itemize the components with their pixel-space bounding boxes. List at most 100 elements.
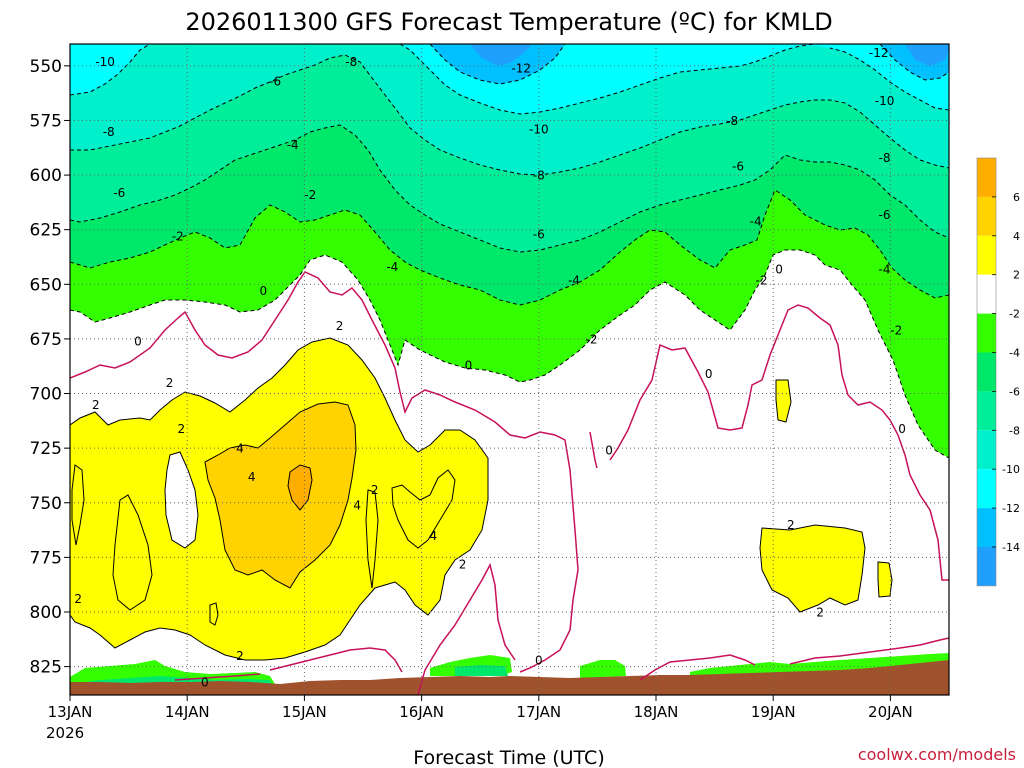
- contour-label: -2: [890, 324, 902, 338]
- colorbar-frame: [976, 157, 997, 587]
- contour-label: 2: [787, 518, 795, 532]
- y-tick-label: 625: [30, 221, 62, 241]
- colorbar: 6 4 2 -2 -4 -6 -8 -10 -12 -14: [976, 157, 1020, 587]
- terrain: [70, 660, 949, 695]
- chart-title: 2026011300 GFS Forecast Temperature (ºC)…: [185, 8, 832, 36]
- contour-label: 2: [178, 422, 186, 436]
- contour-label: 0: [465, 359, 473, 373]
- contour-label: -8: [533, 168, 545, 182]
- colorbar-swatch: [977, 430, 996, 470]
- contour-label: 2: [459, 557, 467, 571]
- contour-label: 4: [236, 442, 244, 456]
- x-axis-label: Forecast Time (UTC): [413, 747, 604, 768]
- colorbar-swatch: [977, 469, 996, 509]
- contour-label: 4: [429, 529, 437, 543]
- y-tick-label: 775: [30, 548, 62, 568]
- y-tick-label: 550: [30, 57, 62, 77]
- contour-label: 4: [353, 498, 361, 512]
- contour-label: -8: [103, 125, 115, 139]
- band-2-to-4: [760, 380, 892, 612]
- x-year-label: 2026: [46, 724, 84, 742]
- contour-label: 2: [336, 319, 344, 333]
- x-tick-label: 17JAN: [516, 703, 561, 721]
- contour-label: -4: [879, 262, 891, 276]
- band-below-minus14: [470, 44, 949, 66]
- y-tick-label: 600: [30, 166, 62, 186]
- contour-label: -8: [879, 151, 891, 165]
- contour-label: -10: [529, 123, 549, 137]
- colorbar-label: -14: [1002, 541, 1020, 554]
- colorbar-swatch: [977, 313, 996, 353]
- colorbar-label: -12: [1002, 502, 1020, 515]
- colorbar-swatch: [977, 158, 996, 197]
- contour-label: 4: [248, 470, 256, 484]
- contour-label: -10: [875, 94, 895, 108]
- colorbar-swatch: [977, 235, 996, 275]
- contour-label: 2: [92, 398, 100, 412]
- contour-label: -2: [304, 188, 316, 202]
- contour-label: -2: [172, 230, 184, 244]
- contour-label: -2: [755, 273, 767, 287]
- contour-label: -4: [750, 214, 762, 228]
- x-tick-label: 19JAN: [751, 703, 796, 721]
- colorbar-label: 6: [1013, 191, 1020, 204]
- credit-text: coolwx.com/models: [858, 745, 1016, 764]
- y-tick-label: 725: [30, 439, 62, 459]
- colorbar-swatch: [977, 352, 996, 392]
- x-tick-label: 16JAN: [399, 703, 444, 721]
- contour-label: 2: [74, 592, 82, 606]
- contour-label: -6: [732, 160, 744, 174]
- y-tick-label: 750: [30, 494, 62, 514]
- contour-label: 0: [535, 653, 543, 667]
- contour-label: 0: [260, 284, 268, 298]
- x-tick-label: 13JAN: [48, 703, 93, 721]
- contour-label: 2: [371, 483, 379, 497]
- colorbar-swatch: [977, 547, 996, 586]
- contour-label: 2: [236, 649, 244, 663]
- colorbar-label: -6: [1009, 385, 1020, 398]
- x-tick-label: 20JAN: [868, 703, 913, 721]
- colorbar-label: -8: [1009, 424, 1020, 437]
- contour-label: -6: [269, 75, 281, 89]
- y-tick-label: 650: [30, 275, 62, 295]
- plot-area: -12-10-8-6-4-2024-10-8-6-202222-6-4-2042…: [70, 44, 949, 695]
- colorbar-swatch: [977, 391, 996, 431]
- contour-label: 2: [166, 376, 174, 390]
- colorbar-label: -2: [1009, 308, 1020, 321]
- contour-label: -12: [511, 61, 531, 75]
- contour-label: -8: [726, 114, 738, 128]
- x-tick-label: 14JAN: [165, 703, 210, 721]
- x-tick-label: 15JAN: [282, 703, 327, 721]
- contour-label: -6: [113, 186, 125, 200]
- contour-label: 0: [898, 422, 906, 436]
- colorbar-swatch: [977, 508, 996, 547]
- colorbar-label: 2: [1013, 269, 1020, 282]
- contour-label: -10: [95, 55, 115, 69]
- contour-label: 0: [775, 262, 783, 276]
- x-tick-label: 18JAN: [634, 703, 679, 721]
- colorbar-label: -4: [1009, 347, 1020, 360]
- y-tick-label: 675: [30, 330, 62, 350]
- contour-label: -12: [869, 46, 889, 60]
- plot-frame: [69, 43, 950, 696]
- colorbar-swatch: [977, 196, 996, 236]
- contour-label: 2: [816, 605, 824, 619]
- contour-label: 0: [134, 334, 142, 348]
- contour-label: 0: [201, 675, 209, 689]
- contour-label: -6: [533, 227, 545, 241]
- y-tick-label: 700: [30, 385, 62, 405]
- contour-label: -8: [345, 55, 357, 69]
- contour-label: -6: [879, 208, 891, 222]
- colorbar-label: -10: [1002, 463, 1020, 476]
- y-tick-label: 825: [30, 658, 62, 678]
- y-tick-label: 800: [30, 603, 62, 623]
- contour-label: -4: [568, 273, 580, 287]
- y-tick-label: 575: [30, 111, 62, 131]
- band-above-6: [288, 465, 312, 510]
- contour-label: -4: [287, 138, 299, 152]
- contour-label: 0: [705, 367, 713, 381]
- contour-label: -2: [586, 332, 598, 346]
- colorbar-swatch: [977, 274, 996, 314]
- contour-label: 0: [605, 444, 613, 458]
